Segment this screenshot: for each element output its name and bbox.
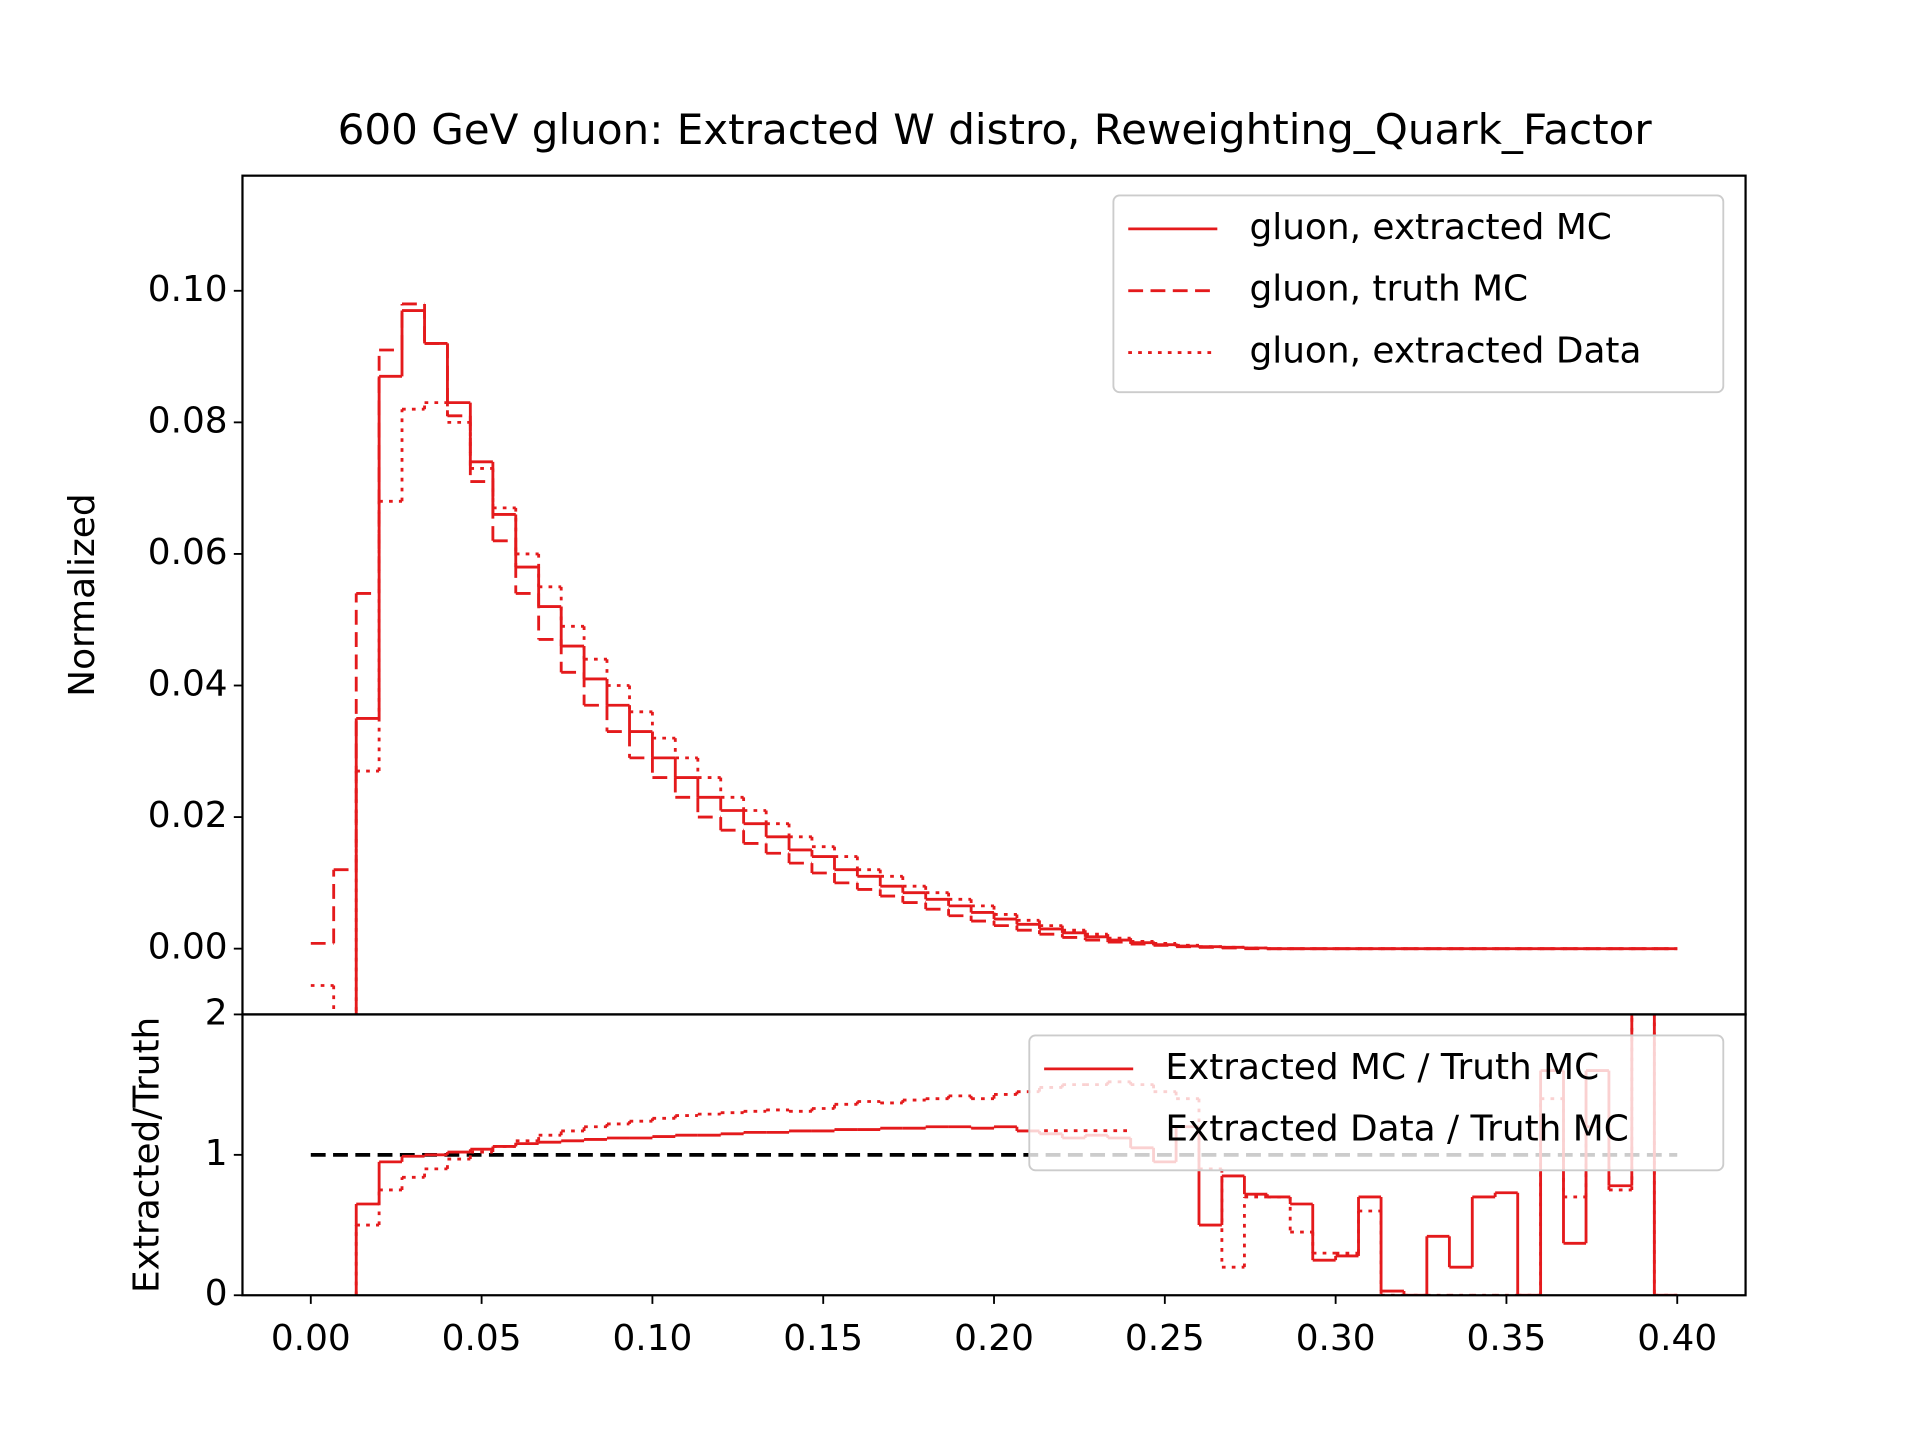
y-tick-label: 0.06 [148,532,228,573]
legend-label: gluon, truth MC [1249,269,1528,310]
x-tick-label: 0.05 [442,1318,522,1359]
legend-label: gluon, extracted MC [1249,207,1611,248]
y-tick-label: 0.00 [148,927,228,968]
x-tick-label: 0.20 [954,1318,1034,1359]
axes-frame [241,1013,1747,1297]
x-tick-label: 0.40 [1637,1318,1717,1359]
chart-title: 600 GeV gluon: Extracted W distro, Rewei… [338,105,1653,154]
plot-area [310,302,1678,1015]
y-axis-label: Normalized [62,493,103,696]
x-tick-label: 0.30 [1296,1318,1376,1359]
legend-box [1028,1034,1725,1172]
y-tick-label: 0.08 [148,400,228,441]
y-tick-label: 0.04 [148,664,228,705]
y-tick-label: 0 [205,1273,228,1314]
y-tick-label: 1 [205,1133,228,1174]
y-tick-label: 2 [205,992,228,1033]
x-tick-label: 0.35 [1467,1318,1547,1359]
x-tick-label: 0.10 [612,1318,692,1359]
x-tick-label: 0.25 [1125,1318,1205,1359]
y-tick-label: 0.10 [148,269,228,310]
legend-label: Extracted MC / Truth MC [1165,1047,1599,1088]
legend-box [1112,194,1725,394]
x-tick-label: 0.15 [783,1318,863,1359]
legend-label: Extracted Data / Truth MC [1165,1109,1628,1150]
y-tick-label: 0.02 [148,795,228,836]
y-axis-label: Extracted/Truth [126,1017,167,1293]
x-tick-label: 0.00 [271,1318,351,1359]
legend-label: gluon, extracted Data [1249,331,1641,372]
